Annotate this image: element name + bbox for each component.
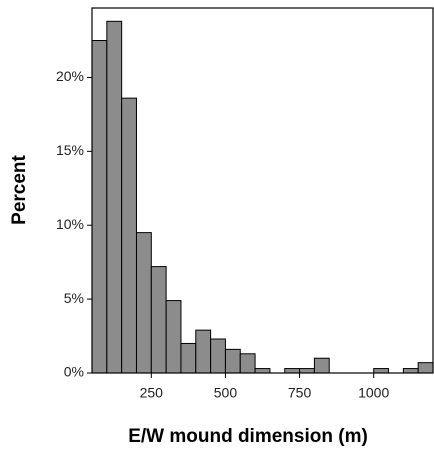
- bar: [239, 353, 256, 374]
- bar: [254, 368, 271, 374]
- bar: [150, 266, 167, 374]
- bar: [135, 232, 152, 374]
- bar: [91, 40, 108, 374]
- bar: [284, 368, 301, 374]
- y-tick-label: 5%: [64, 290, 84, 306]
- plot-frame: [91, 7, 434, 374]
- bar: [210, 338, 226, 374]
- bar: [224, 348, 241, 374]
- y-tick-label: 20%: [56, 68, 84, 84]
- bar: [299, 368, 315, 374]
- bar: [402, 368, 419, 374]
- y-tick-label: 0%: [64, 364, 84, 380]
- bar: [313, 357, 330, 374]
- y-axis-title: Percent: [9, 154, 30, 224]
- x-tick-label: 1000: [358, 385, 389, 401]
- x-tick-label: 750: [288, 385, 312, 401]
- x-tick-label: 500: [214, 385, 238, 401]
- y-tick-label: 10%: [56, 216, 84, 232]
- x-tick-label: 250: [140, 385, 164, 401]
- x-axis-title: E/W mound dimension (m): [128, 426, 368, 447]
- bar: [106, 20, 123, 374]
- y-tick-label: 15%: [56, 142, 84, 158]
- bar: [121, 97, 137, 374]
- bar: [180, 342, 197, 374]
- bar: [165, 300, 182, 374]
- bar: [195, 329, 212, 374]
- bar: [373, 368, 390, 374]
- bar: [417, 362, 434, 374]
